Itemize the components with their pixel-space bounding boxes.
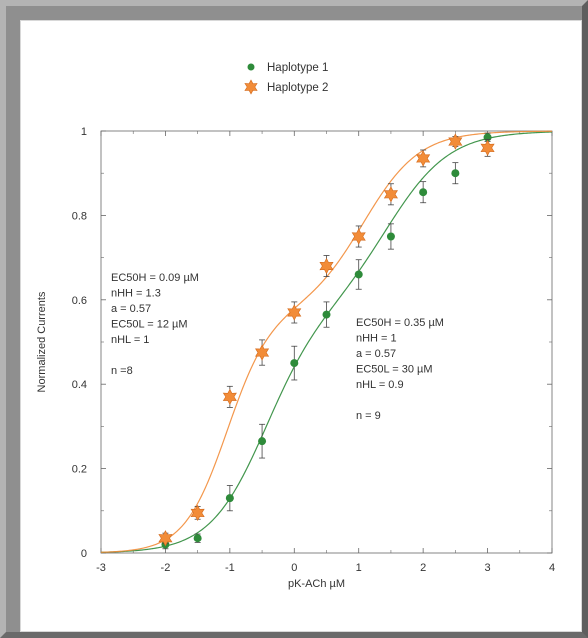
plot-frame (100, 130, 553, 554)
data-point-series-1 (290, 359, 299, 368)
y-axis-label: Normalized Currents (36, 291, 48, 392)
data-point-series-1 (193, 534, 202, 543)
data-point-series-1 (225, 494, 234, 503)
data-point-series-2 (255, 344, 270, 361)
annotation-text: nHH = 1.3 (111, 288, 161, 300)
annotation-text: nHL = 0.9 (356, 379, 404, 391)
data-point-series-1 (451, 169, 460, 178)
data-point-series-2 (416, 150, 431, 167)
x-axis-label: pK-ACh µM (288, 578, 345, 590)
y-tick-label: 0.2 (72, 464, 87, 476)
annotation-text: n =8 (111, 365, 133, 377)
x-tick-label: -1 (225, 562, 235, 574)
data-point-series-1 (322, 310, 331, 319)
data-point-series-2 (448, 133, 463, 150)
x-tick-label: -2 (161, 562, 171, 574)
data-point-series-2 (319, 257, 334, 275)
annotation-text: nHH = 1 (356, 333, 397, 345)
data-point-series-1 (258, 437, 267, 446)
figure-panel: -3 -2 -1 0 1 2 3 4 0 0.2 0.4 0.6 0.8 1 pK-ACh µM Normal… (20, 20, 582, 632)
data-point-series-2 (351, 228, 366, 245)
data-point-series-2 (190, 504, 205, 522)
annotation-text: EC50L = 30 µM (356, 364, 433, 376)
annotation-text: nHL = 1 (111, 334, 149, 346)
y-tick-label: 0.6 (72, 295, 87, 307)
data-point-series-2 (222, 388, 237, 406)
data-point-series-1 (386, 232, 395, 241)
fit-curve-series-2 (100, 130, 553, 553)
x-tick-label: 0 (291, 562, 297, 574)
data-point-series-1 (354, 270, 363, 279)
annotation-text: a = 0.57 (356, 348, 396, 360)
data-point-series-2 (480, 139, 495, 157)
data-point-series-1 (419, 188, 428, 197)
x-tick-label: 1 (356, 562, 362, 574)
legend-marker-series-2 (244, 79, 258, 95)
y-tick-label: 0 (81, 548, 87, 560)
annotation-text: EC50H = 0.35 µM (356, 317, 444, 329)
annotation-text: n = 9 (356, 410, 381, 422)
y-tick-label: 0.4 (72, 379, 87, 391)
data-point-series-2 (383, 186, 398, 203)
legend-marker-series-1 (247, 63, 255, 71)
y-tick-label: 0.8 (72, 210, 87, 222)
fit-curve-series-1 (100, 131, 553, 553)
annotation-text: EC50L = 12 µM (111, 319, 188, 331)
x-tick-label: 4 (549, 562, 555, 574)
x-tick-label: 2 (420, 562, 426, 574)
y-tick-label: 1 (81, 126, 87, 138)
annotation-text: a = 0.57 (111, 303, 151, 315)
x-tick-label: 3 (485, 562, 491, 574)
data-point-series-2 (158, 530, 173, 547)
legend-label: Haplotype 2 (267, 82, 328, 94)
x-tick-label: -3 (96, 562, 106, 574)
dose-response-chart: -3 -2 -1 0 1 2 3 4 0 0.2 0.4 0.6 0.8 1 pK-ACh µM Normal… (36, 62, 555, 590)
legend-label: Haplotype 1 (267, 62, 328, 74)
annotation-text: EC50H = 0.09 µM (111, 272, 199, 284)
data-point-series-2 (287, 304, 302, 321)
